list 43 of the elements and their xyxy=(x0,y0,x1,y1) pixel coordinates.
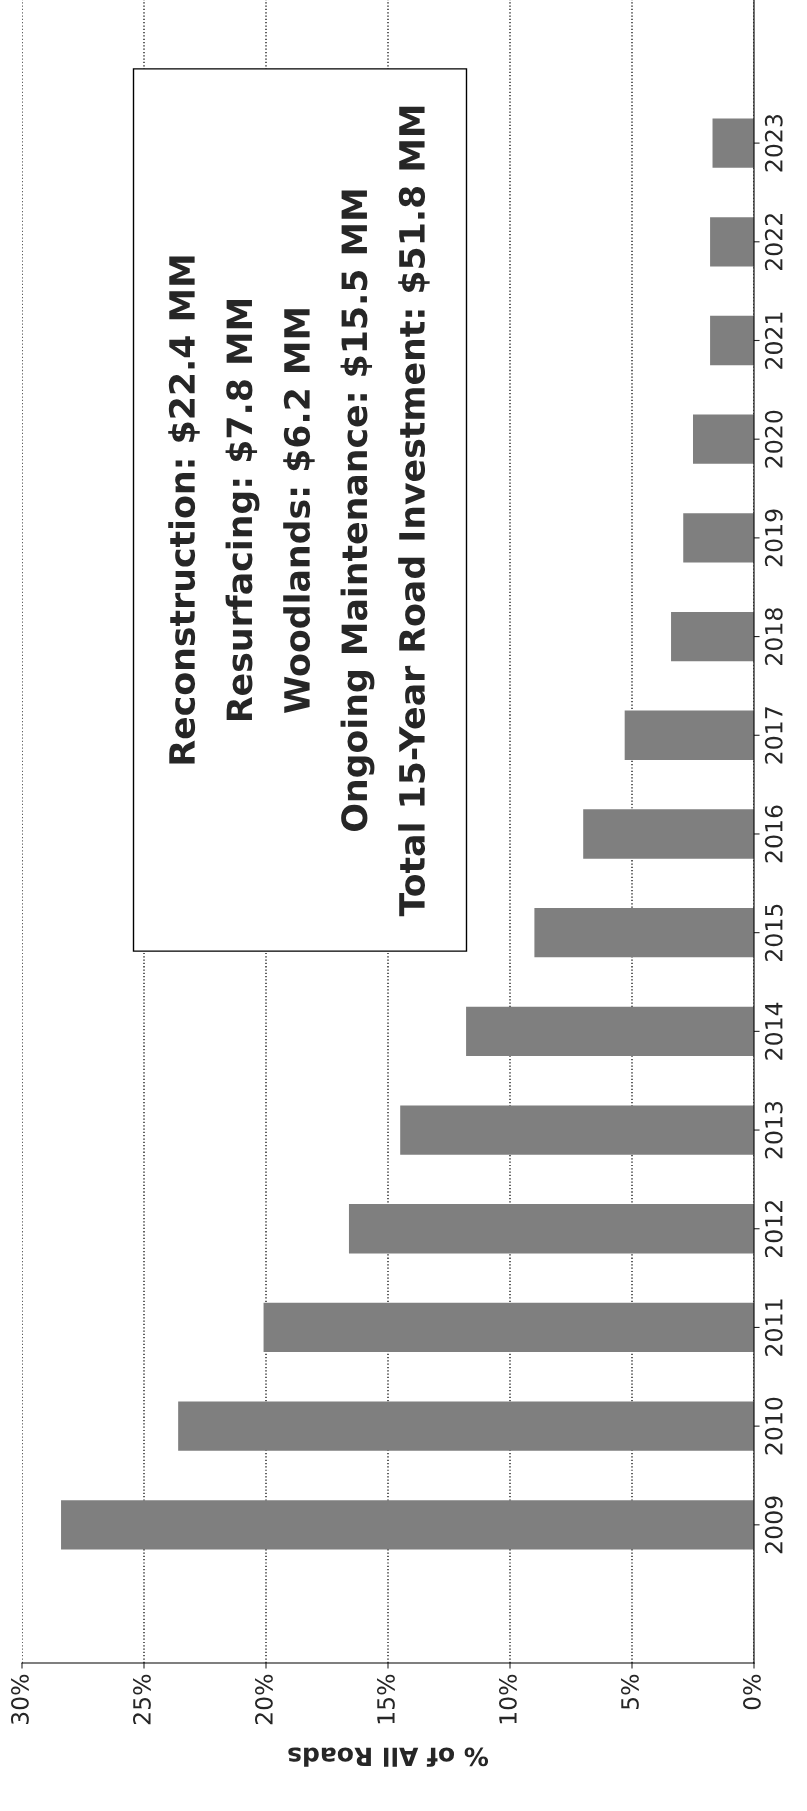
bar xyxy=(624,710,754,760)
y-tick-label: 2017 xyxy=(764,707,783,764)
bar xyxy=(710,315,754,366)
bar xyxy=(712,118,754,168)
annotation: Woodlands: $6.2 MM xyxy=(283,309,315,713)
y-tick-label: 2022 xyxy=(764,214,783,271)
bar xyxy=(583,809,754,859)
annotation: Ongoing Maintenance: $15.5 MM xyxy=(340,190,375,831)
y-tick-label: 2010 xyxy=(764,1397,783,1455)
bar xyxy=(178,1401,754,1451)
y-tick-label: 2009 xyxy=(764,1496,783,1554)
bar xyxy=(534,907,754,958)
y-tick-label: 2013 xyxy=(764,1101,783,1159)
bar xyxy=(710,217,754,267)
y-tick-label: 2016 xyxy=(764,805,783,863)
x-tick-label: 15% xyxy=(376,1674,395,1724)
bar xyxy=(466,1006,754,1057)
bar xyxy=(348,1204,754,1254)
bar xyxy=(400,1105,754,1155)
bar xyxy=(61,1500,754,1550)
bar xyxy=(693,414,754,464)
y-tick-label: 2012 xyxy=(764,1201,783,1258)
x-tick-label: 25% xyxy=(132,1674,151,1725)
bar xyxy=(263,1302,754,1353)
annotation: Resurfacing: $7.8 MM xyxy=(225,300,260,720)
x-tick-label: 20% xyxy=(254,1674,273,1725)
x-tick-label: 30% xyxy=(10,1674,29,1725)
y-tick-label: 2021 xyxy=(764,312,783,369)
y-tick-label: 2011 xyxy=(764,1299,783,1356)
x-axis-title: % of All Roads xyxy=(288,1747,489,1767)
y-tick-label: 2019 xyxy=(764,509,783,567)
y-tick-label: 2015 xyxy=(764,904,783,961)
x-tick-label: 5% xyxy=(620,1674,639,1710)
y-tick-label: 2020 xyxy=(764,410,783,468)
x-tick-label: 0% xyxy=(742,1674,761,1710)
x-tick-label: 10% xyxy=(498,1674,517,1724)
y-tick-label: 2014 xyxy=(764,1002,783,1060)
bar xyxy=(683,513,754,563)
bar xyxy=(671,611,754,662)
annotation: Reconstruction: $22.4 MM xyxy=(168,256,200,764)
y-tick-label: 2023 xyxy=(764,114,783,172)
annotation: Total 15-Year Road Investment: $51.8 MM xyxy=(398,106,430,917)
y-tick-label: 2018 xyxy=(764,608,783,665)
